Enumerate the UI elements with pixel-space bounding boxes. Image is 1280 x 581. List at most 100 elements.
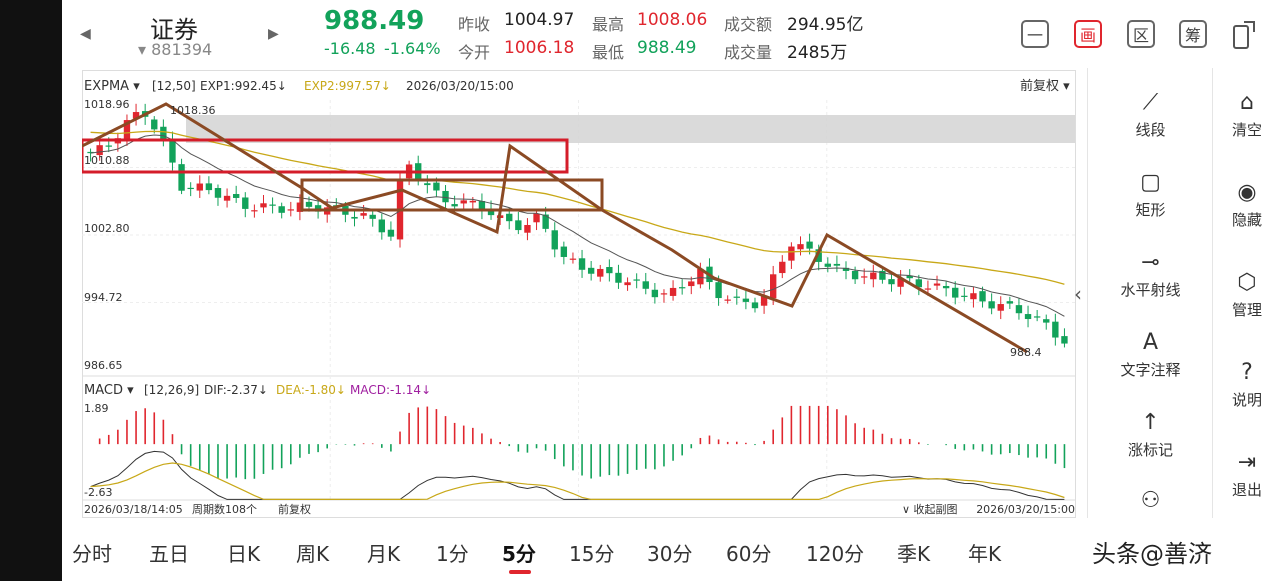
- candle-body-33: [387, 229, 395, 237]
- candle-body-39: [442, 190, 449, 203]
- rotate-screen-icon[interactable]: [1230, 18, 1260, 50]
- draw-toggle-button[interactable]: 画: [1074, 20, 1102, 48]
- candle-body-49: [533, 213, 540, 223]
- candle-body-16: [232, 194, 240, 198]
- tool-label: 水平射线: [1120, 281, 1181, 299]
- adjust-selector: 前复权 ▾: [1020, 78, 1070, 94]
- candle-body-18: [251, 210, 258, 212]
- kline-chart-svg[interactable]: EXPMA ▾ [12,50] EXP1:992.45↓ EXP2:997.57↓ 20…: [80, 70, 1085, 520]
- candle-body-91: [915, 279, 923, 288]
- sub-indicator-params: [12,26,9]: [144, 383, 199, 397]
- tab-day-k[interactable]: 日K: [227, 542, 261, 566]
- text-note-icon: A: [1142, 330, 1159, 355]
- candle-body-12: [196, 183, 203, 191]
- tool-more[interactable]: ⚇: [1088, 488, 1213, 517]
- tab-60min[interactable]: 60分: [726, 542, 772, 566]
- tab-month-k[interactable]: 月K: [367, 542, 401, 566]
- stock-code-text: 881394: [151, 40, 213, 59]
- candle-body-75: [770, 274, 777, 299]
- action-help[interactable]: ? 说明: [1213, 360, 1280, 410]
- prev-stock-arrow-icon[interactable]: ◀: [80, 26, 91, 42]
- user-drawings[interactable]: [80, 102, 1028, 354]
- collapse-sub-chart-button: ∨ 收起副图: [902, 502, 958, 516]
- candle-body-41: [460, 200, 467, 204]
- macd-y-top-label: 1.89: [84, 402, 109, 415]
- action-label: 隐藏: [1231, 211, 1262, 229]
- candle-body-107: [1061, 336, 1068, 344]
- stock-name: 证券: [150, 16, 198, 44]
- tab-120min[interactable]: 120分: [806, 542, 865, 566]
- tab-five-day[interactable]: 五日: [149, 542, 189, 566]
- kline-chart-panel[interactable]: EXPMA ▾ [12,50] EXP1:992.45↓ EXP2:997.57↓ 20…: [80, 70, 1085, 520]
- tab-year-k[interactable]: 年K: [968, 542, 1002, 566]
- footer-period-count: 周期数108个: [192, 503, 257, 516]
- line-segment-icon: ⟋: [1142, 90, 1159, 115]
- chart-grid: [82, 70, 1076, 518]
- main-indicator-params: [12,50]: [152, 79, 196, 93]
- candle-body-61: [642, 281, 649, 289]
- action-exit[interactable]: ⇥ 退出: [1213, 450, 1280, 500]
- candle-body-46: [506, 213, 513, 222]
- tool-rise-mark[interactable]: ↑ 涨标记: [1088, 410, 1213, 460]
- chip-toggle-button[interactable]: 筹: [1179, 20, 1207, 48]
- drawing-tools-panel: ‹ ⟋ 线段 ▢ 矩形 ⊸ 水平射线 A 文字注释 ↑ 涨标记 ⚇: [1074, 68, 1213, 518]
- candle-body-48: [524, 224, 531, 233]
- candle-body-78: [797, 244, 804, 250]
- clear-icon: ⌂: [1240, 90, 1254, 115]
- expma-lines: [90, 130, 1065, 317]
- candle-body-98: [979, 291, 986, 302]
- candle-body-17: [242, 197, 249, 209]
- tab-30min[interactable]: 30分: [647, 542, 693, 566]
- tool-line-segment[interactable]: ⟋ 线段: [1088, 90, 1213, 140]
- tab-week-k[interactable]: 周K: [296, 542, 330, 566]
- cursor-datetime: 2026/03/20/15:00: [406, 79, 514, 93]
- eye-icon: ◉: [1237, 180, 1257, 205]
- drawing-actions-panel: ⌂ 清空 ◉ 隐藏 ⬡ 管理 ? 说明 ⇥ 退出: [1212, 68, 1280, 518]
- tool-horizontal-ray[interactable]: ⊸ 水平射线: [1088, 250, 1213, 300]
- candle-body-30: [360, 213, 367, 216]
- tool-label: 文字注释: [1120, 361, 1181, 379]
- candle-body-52: [560, 246, 568, 257]
- candle-body-83: [842, 267, 850, 271]
- macd-readout: MACD:-1.14↓: [350, 383, 431, 397]
- tool-text-note[interactable]: A 文字注释: [1088, 330, 1213, 380]
- action-label: 清空: [1231, 121, 1262, 139]
- exp1-readout: EXP1:992.45↓: [200, 79, 287, 93]
- tab-quarter-k[interactable]: 季K: [897, 542, 931, 566]
- action-hide[interactable]: ◉ 隐藏: [1213, 180, 1280, 230]
- tab-5min[interactable]: 5分: [502, 542, 536, 566]
- tool-rectangle[interactable]: ▢ 矩形: [1088, 170, 1213, 220]
- y-axis-label-4: 986.65: [84, 359, 123, 372]
- low-value: 988.49: [637, 38, 697, 58]
- tab-15min[interactable]: 15分: [569, 542, 615, 566]
- dif-line: [90, 450, 1065, 500]
- candle-body-4: [123, 120, 131, 142]
- candle-body-56: [597, 268, 604, 277]
- dif-readout: DIF:-2.37↓: [204, 383, 268, 397]
- candle-body-0: [87, 151, 94, 154]
- candle-body-32: [378, 219, 385, 233]
- candle-body-38: [433, 182, 440, 191]
- tab-fenshi[interactable]: 分时: [72, 542, 112, 566]
- candle-body-101: [1006, 301, 1014, 304]
- range-toggle-button[interactable]: 区: [1127, 20, 1155, 48]
- stock-code: ▾ 881394: [138, 40, 213, 59]
- tab-1min[interactable]: 1分: [436, 542, 469, 566]
- candle-body-86: [870, 272, 877, 280]
- candle-body-14: [214, 188, 222, 198]
- candle-body-80: [815, 249, 822, 262]
- candle-body-92: [924, 288, 932, 290]
- chevron-left-icon[interactable]: ‹: [1074, 282, 1082, 306]
- exit-icon: ⇥: [1237, 450, 1257, 475]
- turnover-label: 成交额: [724, 15, 773, 34]
- high-label: 最高: [592, 15, 625, 34]
- action-clear[interactable]: ⌂ 清空: [1213, 90, 1280, 140]
- line-toggle-button[interactable]: 一: [1021, 20, 1049, 48]
- candle-body-104: [1033, 316, 1041, 318]
- next-stock-arrow-icon[interactable]: ▶: [268, 26, 279, 42]
- candle-body-59: [624, 282, 631, 286]
- candle-body-79: [806, 241, 813, 249]
- open-value: 1006.18: [504, 38, 575, 58]
- exp2-readout: EXP2:997.57↓: [304, 79, 391, 93]
- action-manage[interactable]: ⬡ 管理: [1213, 270, 1280, 320]
